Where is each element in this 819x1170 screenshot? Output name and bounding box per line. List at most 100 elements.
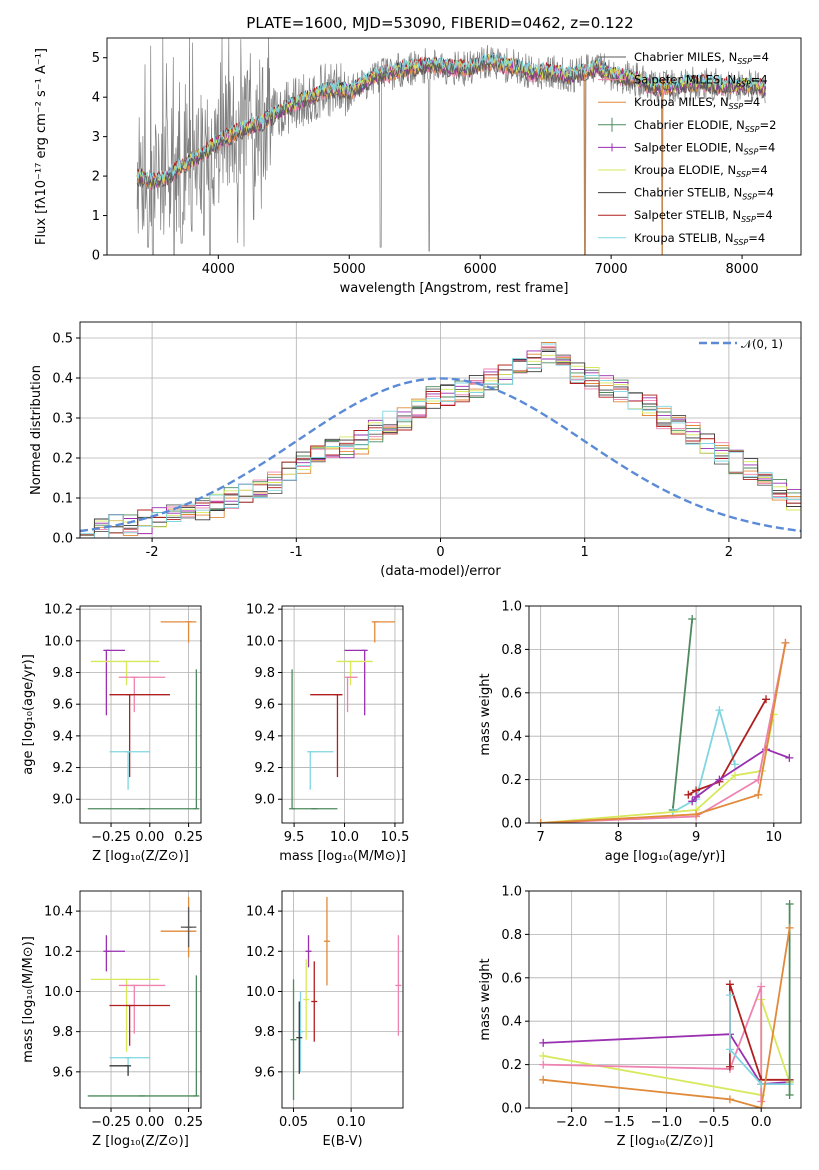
age_vs_mass-ytick-label: 9.8 xyxy=(254,666,275,681)
age_vs_mass-ytick-label: 9.2 xyxy=(254,761,275,776)
spectrum-xtick-label: 6000 xyxy=(464,262,497,277)
massweight-marker xyxy=(715,706,724,715)
mass_vs_EBV-xtick-label: 0.10 xyxy=(337,1115,366,1130)
spectrum-ytick-label: 2 xyxy=(92,170,100,185)
legend-label-value: =4 xyxy=(743,95,760,109)
age_vs_Z-ylabel: age [log₁₀(age/yr)] xyxy=(21,654,36,775)
legend-label-subscript: SSP xyxy=(736,170,751,179)
age_vs_Z-frame xyxy=(79,605,202,824)
legend-label: Kroupa MILES, NSSP=4 xyxy=(634,95,760,111)
massweight-marker xyxy=(725,1045,734,1054)
histogram-step-line xyxy=(80,343,801,538)
massweight_vs_age-xtick-label: 8 xyxy=(614,830,622,845)
legend-label-subscript: SSP xyxy=(745,125,760,134)
age_vs_mass-frame xyxy=(281,605,404,824)
massweight_vs_age-xtick-label: 10 xyxy=(766,830,783,845)
legend-label-text: Chabrier STELIB, N xyxy=(634,186,742,200)
legend-label-subscript: SSP xyxy=(737,57,752,66)
massweight-marker xyxy=(715,775,724,784)
mass_vs_EBV-ytick-label: 10.2 xyxy=(246,945,275,960)
massweight_vs_age-ytick-label: 1.0 xyxy=(501,600,522,615)
legend-label-text: Kroupa STELIB, N xyxy=(634,231,734,245)
legend-label: Chabrier MILES, NSSP=4 xyxy=(634,50,769,66)
massweight-marker xyxy=(539,1075,548,1084)
legend-label: Salpeter ELODIE, NSSP=4 xyxy=(634,140,775,156)
massweight-marker xyxy=(725,1095,734,1104)
massweight-marker xyxy=(536,819,545,823)
massweight-marker xyxy=(785,900,794,909)
mass_vs_Z-xlabel: Z [log₁₀(Z/Z⊙)] xyxy=(92,1134,189,1149)
massweight-marker xyxy=(692,810,701,819)
massweight-marker xyxy=(539,1038,548,1047)
massweight-marker xyxy=(785,923,794,932)
massweight-marker xyxy=(785,1090,794,1099)
residuals-xtick-label: -1 xyxy=(290,545,303,560)
age_vs_mass-xtick-label: 10.0 xyxy=(330,830,359,845)
massweight_vs_Z-xlabel: Z [log₁₀(Z/Z⊙)] xyxy=(617,1134,714,1149)
residuals-xtick-label: 2 xyxy=(725,545,733,560)
residuals-ytick-label: 0.1 xyxy=(52,492,73,507)
massweight-line xyxy=(671,618,694,811)
age_vs_Z-axes: −0.25 0.00 0.25 9.0 9.2 9.4 9.6 9.8 10.0 10.2 Z [l… xyxy=(21,603,203,864)
residuals-ytick-label: 0.4 xyxy=(52,372,73,387)
massweight-marker xyxy=(762,695,771,704)
mass_vs_Z-ytick-label: 9.6 xyxy=(52,1065,73,1080)
legend-label-value: =2 xyxy=(760,118,777,132)
spectrum-ytick-label: 1 xyxy=(92,209,100,224)
legend-label-subscript: SSP xyxy=(734,238,749,247)
legend-label-subscript: SSP xyxy=(742,193,757,202)
massweight_vs_Z-ytick-label: 0.6 xyxy=(501,971,522,986)
age_vs_Z-ytick-label: 10.0 xyxy=(44,634,73,649)
mass_vs_EBV-ytick-label: 10.4 xyxy=(246,905,275,920)
spectrum-ytick-label: 4 xyxy=(92,91,100,106)
residuals-frame xyxy=(79,321,802,539)
legend-label-value: =4 xyxy=(751,163,768,177)
legend-label: Kroupa STELIB, NSSP=4 xyxy=(634,231,765,247)
legend-label: Chabrier STELIB, NSSP=4 xyxy=(634,186,774,202)
mass_vs_Z-ytick-label: 10.2 xyxy=(44,945,73,960)
legend-label: Kroupa ELODIE, NSSP=4 xyxy=(634,163,768,179)
spectrum-axes: 4000 5000 6000 7000 8000 0 1 2 3 4 5 wavelength [An… xyxy=(34,37,802,296)
massweight-marker xyxy=(785,753,794,762)
massweight_vs_Z-ytick-label: 0.2 xyxy=(501,1058,522,1073)
massweight_vs_age-frame xyxy=(528,605,802,824)
legend-label-text: Chabrier MILES, N xyxy=(634,50,737,64)
mass_vs_Z-ytick-label: 9.8 xyxy=(52,1025,73,1040)
age_vs_mass-xtick-label: 9.5 xyxy=(284,830,305,845)
spectrum-xtick-label: 5000 xyxy=(333,262,366,277)
massweight-marker xyxy=(688,797,697,806)
spectrum-model-line xyxy=(136,54,766,189)
spectrum-xtick-label: 7000 xyxy=(595,262,628,277)
spectrum-xlabel: wavelength [Angstrom, rest frame] xyxy=(340,281,569,296)
spectrum-model-line xyxy=(136,59,766,190)
legend-label-subscript: SSP xyxy=(741,215,756,224)
age_vs_Z-ytick-label: 9.2 xyxy=(52,761,73,776)
massweight_vs_Z-xtick-label: −1.5 xyxy=(603,1115,635,1130)
normal-curve xyxy=(80,377,801,533)
residuals-ylabel: Normed distribution xyxy=(29,365,44,495)
residuals-ytick-label: 0.5 xyxy=(52,332,73,347)
mass_vs_Z-xtick-label: 0.25 xyxy=(174,1115,203,1130)
massweight_vs_Z-xtick-label: −1.0 xyxy=(651,1115,683,1130)
legend-label: Salpeter MILES, NSSP=4 xyxy=(634,73,768,89)
massweight_vs_Z-xtick-label: 0.0 xyxy=(751,1115,772,1130)
residuals-xtick-label: -2 xyxy=(146,545,159,560)
age_vs_Z-ytick-label: 10.2 xyxy=(44,603,73,618)
massweight_vs_Z-axes: −2.0 −1.5 −1.0 −0.5 0.0 0.0 0.2 0.4 0.6 0.8 1.0 Z [… xyxy=(478,885,802,1149)
massweight_vs_age-ylabel: mass weight xyxy=(478,673,493,755)
massweight-line xyxy=(687,698,767,796)
legend-label-text: Salpeter ELODIE, N xyxy=(634,140,744,154)
legend-label-value: =4 xyxy=(752,50,769,64)
massweight_vs_age-ytick-label: 0.8 xyxy=(501,643,522,658)
age_vs_mass-axes: 9.5 10.0 10.5 9.0 9.2 9.4 9.6 9.8 10.0 10.2 mass [… xyxy=(246,603,409,864)
spectrum-ytick-label: 3 xyxy=(92,130,100,145)
massweight-marker xyxy=(730,760,739,769)
legend-label-subscript: SSP xyxy=(744,147,759,156)
massweight_vs_age-axes: 7 8 9 10 0.0 0.2 0.4 0.6 0.8 1.0 age [log₁₀(age/yr… xyxy=(478,600,802,864)
massweight_vs_Z-ytick-label: 0.0 xyxy=(501,1102,522,1117)
residuals-xtick-label: 1 xyxy=(581,545,589,560)
residuals-xtick-label: 0 xyxy=(436,545,444,560)
legend-label: Chabrier ELODIE, NSSP=2 xyxy=(634,118,776,134)
